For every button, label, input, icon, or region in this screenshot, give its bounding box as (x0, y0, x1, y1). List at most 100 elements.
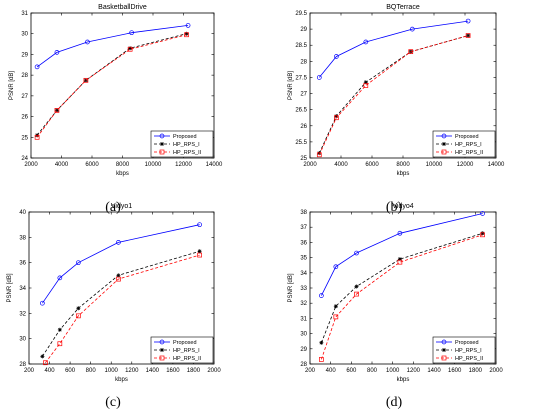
data-point-hp-rps-ii (334, 115, 339, 121)
series-line-hp-rps-i (36, 33, 187, 136)
legend: Proposed HP_RPS_I HP_RPS_II (432, 336, 496, 364)
legend-label: HP_RPS_I (173, 142, 200, 148)
x-tick-label: 12000 (175, 162, 192, 168)
chart-3: Vidyo1 200 400 600 800 1000 1200 1400 1600 1800 20… (7, 203, 221, 383)
x-tick-label: 10000 (426, 162, 443, 168)
chart-1: BasketballDrive 2000 4000 6000 8000 10000 1200… (9, 4, 223, 177)
y-tick-label: 25.5 (295, 140, 307, 146)
x-tick-label: 400 (326, 368, 337, 374)
series-line-proposed (42, 224, 200, 304)
y-tick-label: 29.5 (295, 11, 307, 17)
y-tick-label: 34 (19, 286, 26, 292)
legend-marker (441, 339, 447, 345)
legend-marker (441, 133, 447, 139)
data-point-hp-rps-i (54, 108, 59, 113)
data-point-hp-rps-ii (184, 32, 189, 38)
x-tick-label: 6000 (365, 162, 379, 168)
y-tick-label: 36 (19, 261, 26, 267)
x-tick-label: 1600 (448, 368, 462, 374)
data-point-hp-rps-ii (319, 357, 324, 362)
data-point-proposed (34, 64, 40, 70)
y-tick-label: 33 (300, 286, 307, 292)
data-point-hp-rps-i (319, 340, 324, 345)
x-tick-label: 800 (86, 368, 97, 374)
legend-label: HP_RPS_II (173, 150, 202, 156)
y-tick-label: 27.5 (295, 75, 307, 81)
x-tick-label: 1200 (407, 368, 421, 374)
panel-label-a: (a) (105, 200, 121, 215)
x-tick-label: 14000 (206, 162, 223, 168)
data-point-hp-rps-ii (75, 313, 81, 319)
x-tick-label: 8000 (396, 162, 410, 168)
data-point-hp-rps-i (397, 257, 402, 262)
y-tick-label: 32 (300, 301, 307, 307)
data-point-hp-rps-ii (480, 232, 485, 238)
x-tick-label: 800 (367, 368, 378, 374)
y-tick-label: 35 (300, 256, 307, 262)
legend: Proposed HP_RPS_I HP_RPS_II (150, 336, 214, 364)
data-point-hp-rps-ii (57, 341, 63, 347)
legend-label: Proposed (455, 340, 479, 346)
y-axis-label: PSNR [dB] (7, 273, 13, 302)
y-tick-label: 26.5 (295, 108, 307, 114)
x-tick-label: 2000 (207, 368, 221, 374)
legend-label: HP_RPS_I (173, 348, 200, 354)
x-axis-label: kbps (397, 171, 410, 177)
legend-label: Proposed (173, 340, 197, 346)
data-point-proposed (465, 18, 471, 24)
y-tick-label: 27 (300, 92, 307, 98)
data-point-hp-rps-i (354, 284, 359, 289)
data-point-hp-rps-i (317, 151, 322, 156)
data-point-hp-rps-i (197, 249, 202, 254)
series-line-proposed (318, 20, 469, 78)
x-tick-label: 600 (346, 368, 357, 374)
y-tick-label: 25 (300, 156, 307, 162)
y-tick-label: 31 (21, 11, 28, 17)
data-point-hp-rps-ii (43, 360, 48, 366)
data-point-hp-rps-ii (34, 134, 40, 140)
data-point-hp-rps-ii (408, 49, 414, 55)
data-point-proposed (116, 240, 121, 245)
x-tick-label: 2000 (24, 162, 38, 168)
legend-marker (442, 142, 446, 146)
x-tick-label: 600 (65, 368, 76, 374)
data-point-hp-rps-ii (127, 46, 133, 52)
y-tick-label: 32 (19, 311, 26, 317)
data-point-hp-rps-i (480, 231, 485, 236)
x-axis-label: kbps (115, 377, 128, 383)
y-tick-label: 31 (300, 316, 307, 322)
legend-marker (159, 355, 165, 361)
x-tick-label: 1400 (146, 368, 160, 374)
data-point-hp-rps-i (57, 327, 62, 332)
data-point-hp-rps-i (334, 114, 339, 119)
data-point-proposed (40, 300, 45, 306)
data-point-hp-rps-ii (465, 33, 471, 38)
data-point-hp-rps-i (76, 306, 81, 311)
x-tick-label: 1600 (166, 368, 180, 374)
y-tick-label: 28 (300, 362, 307, 368)
data-point-proposed (85, 39, 90, 45)
data-point-proposed (316, 75, 322, 80)
series-line-hp-rps-ii (318, 35, 469, 155)
y-tick-label: 30 (300, 332, 307, 338)
y-tick-label: 28 (300, 59, 307, 65)
data-point-proposed (129, 30, 134, 36)
legend-marker (160, 348, 164, 352)
series-line-proposed (321, 213, 483, 296)
series-line-hp-rps-ii (36, 34, 187, 138)
legend-label: Proposed (173, 134, 197, 140)
panel-label-b: (b) (385, 200, 403, 215)
chart-title: Vidyo4 (392, 203, 413, 210)
series-line-hp-rps-ii (45, 254, 200, 363)
y-tick-label: 26 (300, 124, 307, 130)
data-point-proposed (363, 39, 369, 45)
legend-marker (159, 133, 165, 139)
x-axis-label: kbps (397, 377, 410, 383)
legend-label: HP_RPS_I (455, 142, 482, 148)
data-point-proposed (334, 54, 339, 59)
x-tick-label: 200 (24, 368, 35, 374)
x-tick-label: 1000 (386, 368, 400, 374)
y-tick-label: 28 (21, 73, 28, 79)
y-tick-label: 25 (21, 135, 28, 141)
